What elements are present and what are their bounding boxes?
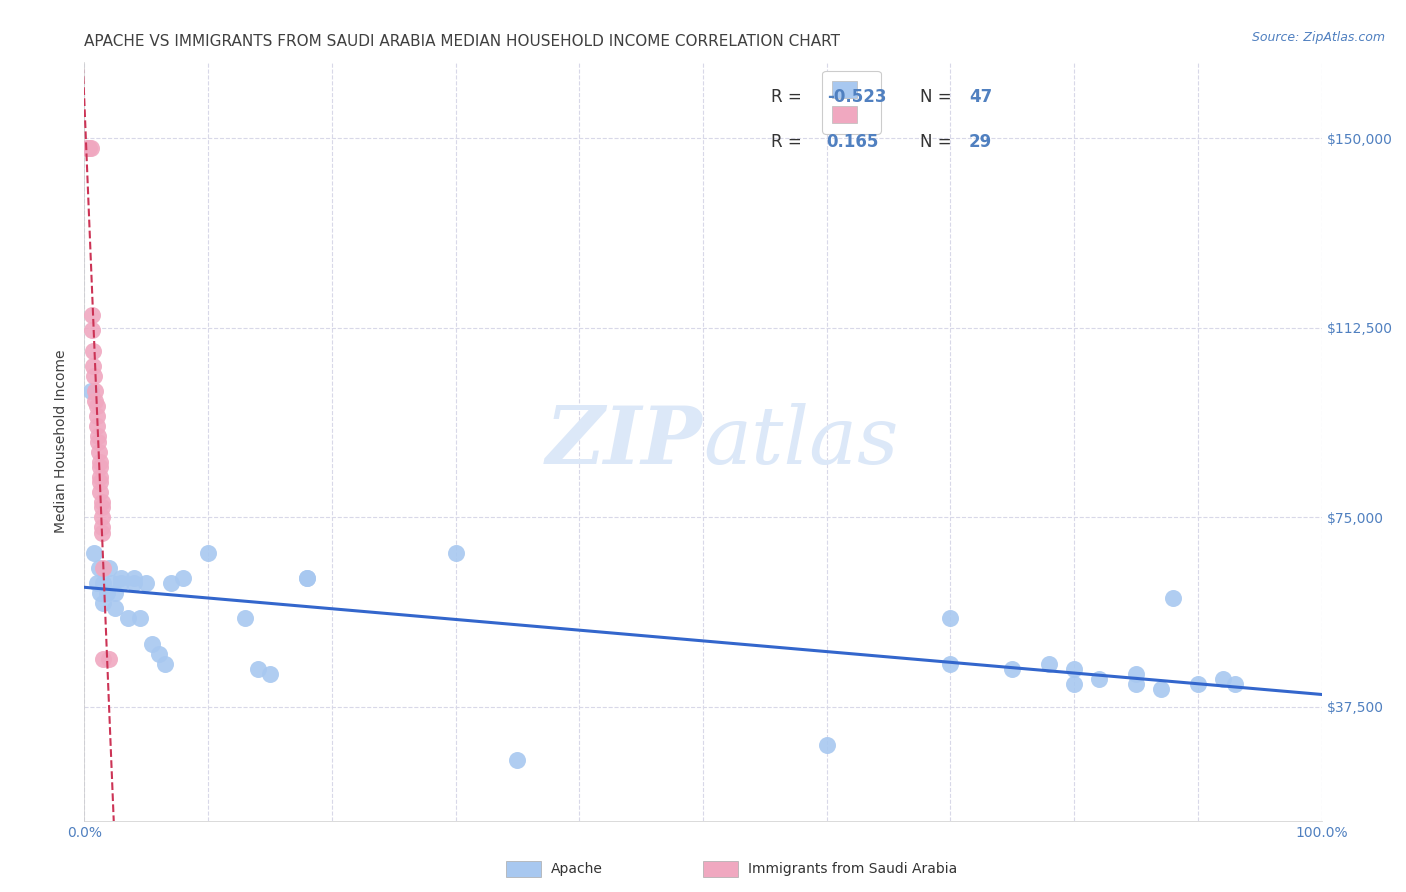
Point: [1001, 662, 1024, 676]
Point: [86, 409, 108, 424]
Point: [79, 141, 101, 155]
Point: [98, 652, 121, 666]
Point: [91, 561, 114, 575]
Point: [87, 429, 110, 443]
Point: [259, 667, 281, 681]
Point: [939, 611, 962, 625]
Point: [1223, 677, 1246, 691]
Text: 0.165: 0.165: [827, 133, 879, 151]
Point: [197, 546, 219, 560]
Point: [98, 561, 121, 575]
Point: [110, 576, 132, 591]
Point: [1125, 677, 1147, 691]
Point: [91, 576, 114, 591]
Text: R =: R =: [770, 133, 807, 151]
Point: [122, 571, 145, 585]
Point: [1187, 677, 1209, 691]
Text: 47: 47: [969, 87, 993, 105]
Text: Immigrants from Saudi Arabia: Immigrants from Saudi Arabia: [748, 862, 957, 876]
Point: [89, 485, 111, 500]
Point: [80, 323, 103, 337]
Point: [89, 475, 111, 489]
Point: [129, 611, 152, 625]
Point: [90, 510, 112, 524]
Point: [100, 576, 122, 591]
Point: [233, 611, 256, 625]
Point: [122, 576, 145, 591]
Point: [1212, 672, 1234, 686]
Text: Apache: Apache: [551, 862, 603, 876]
Point: [82, 343, 104, 358]
Point: [89, 459, 111, 474]
Text: ZIP: ZIP: [546, 403, 703, 480]
Point: [89, 455, 111, 469]
Point: [86, 419, 108, 434]
Point: [86, 399, 108, 413]
Point: [87, 434, 110, 449]
Point: [79, 141, 101, 155]
Point: [135, 576, 157, 591]
Point: [172, 571, 194, 585]
Text: N =: N =: [920, 133, 956, 151]
Point: [76, 141, 98, 155]
Point: [90, 500, 112, 515]
Point: [89, 561, 111, 575]
Point: [939, 657, 962, 671]
Point: [148, 647, 170, 661]
Point: [84, 384, 107, 398]
Point: [86, 576, 108, 591]
Point: [1125, 667, 1147, 681]
Text: Source: ZipAtlas.com: Source: ZipAtlas.com: [1251, 31, 1385, 45]
Point: [506, 753, 529, 767]
Point: [117, 611, 139, 625]
Point: [96, 586, 118, 600]
Point: [815, 738, 838, 752]
Text: -0.523: -0.523: [827, 87, 886, 105]
Point: [84, 394, 107, 409]
Y-axis label: Median Household Income: Median Household Income: [55, 350, 69, 533]
Point: [83, 368, 105, 383]
Text: N =: N =: [920, 87, 956, 105]
Point: [1150, 682, 1173, 697]
Text: 29: 29: [969, 133, 993, 151]
Point: [89, 586, 111, 600]
Point: [246, 662, 269, 676]
Point: [1063, 662, 1085, 676]
Text: atlas: atlas: [703, 403, 898, 480]
Point: [80, 308, 103, 322]
Point: [104, 601, 127, 615]
Point: [160, 576, 183, 591]
Point: [295, 571, 318, 585]
Point: [83, 546, 105, 560]
Point: [153, 657, 176, 671]
Point: [82, 359, 104, 373]
Legend: , : ,: [823, 70, 880, 134]
Point: [79, 384, 101, 398]
Point: [90, 520, 112, 534]
Point: [141, 637, 163, 651]
Point: [295, 571, 318, 585]
Point: [1063, 677, 1085, 691]
Point: [91, 596, 114, 610]
Point: [1161, 591, 1184, 606]
Point: [91, 652, 114, 666]
Text: R =: R =: [770, 87, 807, 105]
Point: [444, 546, 467, 560]
Point: [1088, 672, 1111, 686]
Text: APACHE VS IMMIGRANTS FROM SAUDI ARABIA MEDIAN HOUSEHOLD INCOME CORRELATION CHART: APACHE VS IMMIGRANTS FROM SAUDI ARABIA M…: [84, 34, 841, 49]
Point: [90, 525, 112, 540]
Point: [110, 571, 132, 585]
Point: [89, 444, 111, 458]
Point: [90, 495, 112, 509]
Point: [104, 586, 127, 600]
Point: [89, 470, 111, 484]
Point: [1038, 657, 1060, 671]
